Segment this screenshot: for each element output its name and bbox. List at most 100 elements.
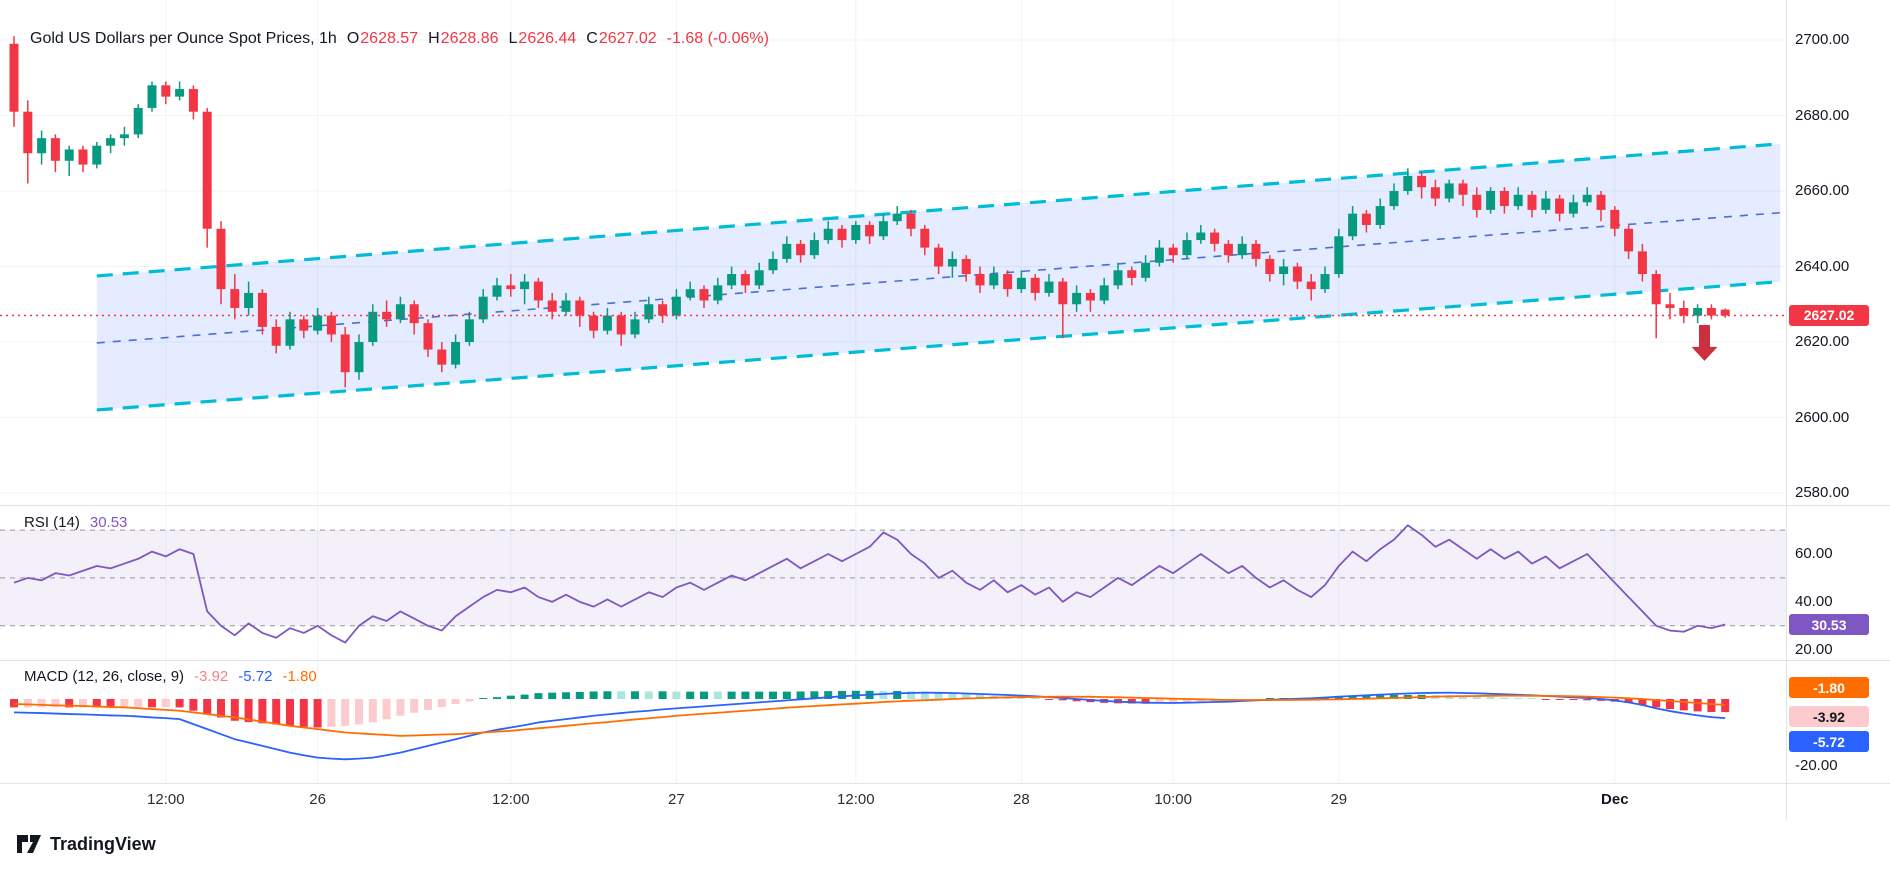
down-arrow-annotation — [1691, 325, 1718, 361]
candle-body — [1637, 251, 1647, 275]
macd-hist-bar — [796, 691, 805, 699]
tradingview-logo[interactable]: TradingView — [16, 832, 156, 856]
candle-body — [1030, 277, 1040, 293]
panel-separator[interactable] — [0, 660, 1890, 661]
candle-body — [1665, 304, 1675, 309]
candle-body — [368, 311, 378, 342]
macd-hist-bar — [1196, 699, 1205, 703]
candle-body — [616, 315, 626, 335]
candle-body — [423, 323, 433, 350]
macd-hist-bar — [920, 691, 929, 699]
candle-body — [1251, 243, 1261, 259]
time-label[interactable]: 28 — [1013, 791, 1030, 808]
candle-body — [1182, 240, 1192, 256]
symbol-title[interactable]: Gold US Dollars per Ounce Spot Prices, 1… — [30, 30, 337, 47]
close-value: 2627.02 — [598, 30, 657, 47]
rsi-tick-label: 60.00 — [1795, 545, 1833, 562]
candle-body — [451, 342, 461, 365]
candle-body — [78, 149, 88, 165]
macd-hist-bar — [1624, 699, 1633, 704]
price-scale[interactable]: 2700.00 2680.00 2660.00 2640.00 2620.00 2600.… — [1786, 0, 1890, 820]
macd-hist-bar — [1707, 699, 1716, 713]
price-tick-label: 2660.00 — [1795, 182, 1850, 199]
candle-body — [23, 111, 33, 154]
macd-value-badge: -3.92 — [1789, 706, 1869, 727]
candle-body — [1541, 198, 1551, 210]
macd-hist-bar — [244, 699, 253, 723]
macd-hist-bar — [327, 699, 336, 727]
candle-body — [1154, 247, 1164, 263]
time-label[interactable]: Dec — [1601, 791, 1629, 808]
candle-body — [892, 213, 902, 222]
macd-hist-bar — [79, 699, 87, 708]
trend-channel-lower — [96, 280, 1781, 412]
macd-line — [13, 691, 1726, 761]
macd-signal-value: -1.80 — [282, 668, 317, 685]
macd-hist-bar — [217, 699, 225, 718]
candle-body — [464, 319, 474, 342]
candle-body — [1085, 292, 1095, 301]
macd-hist-bar — [879, 690, 888, 699]
macd-hist-bar — [272, 699, 281, 725]
candle-body — [589, 315, 599, 331]
macd-hist-bar — [189, 699, 198, 711]
time-label[interactable]: 12:00 — [837, 791, 875, 808]
time-label[interactable]: 12:00 — [147, 791, 185, 808]
candle-body — [1486, 191, 1496, 210]
macd-hist-bar — [65, 699, 74, 708]
macd-hist-bar — [824, 691, 833, 699]
rsi-value-badge: 30.53 — [1789, 614, 1869, 635]
candle-body — [851, 224, 861, 241]
candle-body — [1624, 228, 1634, 252]
time-label[interactable]: 10:00 — [1154, 791, 1192, 808]
macd-hist-bar — [1679, 699, 1688, 711]
tradingview-logo-icon — [17, 835, 41, 853]
candle-body — [230, 289, 240, 309]
candle-body — [1444, 183, 1454, 199]
macd-hist-bar — [713, 691, 722, 699]
macd-hist-bar — [382, 699, 391, 720]
time-label[interactable]: 12:00 — [492, 791, 530, 808]
macd-hist-bar — [410, 699, 419, 713]
candle-body — [1458, 183, 1468, 195]
time-label[interactable]: 27 — [668, 791, 685, 808]
candle-body — [1610, 209, 1620, 229]
panel-separator[interactable] — [0, 505, 1890, 506]
candle-body — [188, 89, 198, 112]
macd-hist-bar — [10, 699, 18, 708]
candle-body — [947, 258, 957, 267]
candle-body — [561, 300, 571, 312]
time-label[interactable]: 26 — [309, 791, 326, 808]
macd-hist-bar — [520, 694, 529, 699]
panel-separator — [0, 783, 1890, 784]
macd-hist-bar — [313, 699, 322, 728]
macd-hist-bar — [838, 690, 846, 699]
rsi-tick-label: 20.00 — [1795, 640, 1833, 658]
candle-body — [1237, 243, 1247, 256]
ohlc-low: L 2626.44 — [509, 30, 577, 48]
price-tick-label: 2640.00 — [1795, 257, 1850, 275]
macd-indicator-title[interactable]: MACD (12, 26, close, 9) — [24, 668, 185, 685]
price-chart-canvas[interactable] — [0, 0, 1786, 505]
candle-body — [1417, 175, 1427, 188]
macd-hist-bar — [1472, 696, 1481, 699]
macd-hist-bar — [962, 693, 971, 699]
macd-hist-bar — [686, 691, 695, 699]
rsi-chart-canvas[interactable] — [0, 505, 1786, 660]
candle-body — [1058, 281, 1068, 305]
macd-hist-bar — [230, 699, 239, 721]
time-label[interactable]: 29 — [1330, 791, 1348, 808]
candle-body — [961, 258, 971, 275]
candle-body — [1223, 243, 1233, 256]
candle-body — [796, 243, 806, 256]
macd-hist-bar — [755, 691, 764, 699]
candle-body — [1430, 187, 1440, 199]
candle-body — [216, 228, 226, 290]
macd-hist-bar — [92, 699, 101, 708]
candle-body — [975, 274, 985, 286]
rsi-indicator-title[interactable]: RSI (14) — [24, 514, 80, 531]
time-scale[interactable]: 12:00 26 12:00 27 12:00 28 10:00 29 Dec — [0, 783, 1786, 820]
candle-body — [1279, 266, 1289, 275]
macd-chart-canvas[interactable] — [0, 660, 1786, 783]
